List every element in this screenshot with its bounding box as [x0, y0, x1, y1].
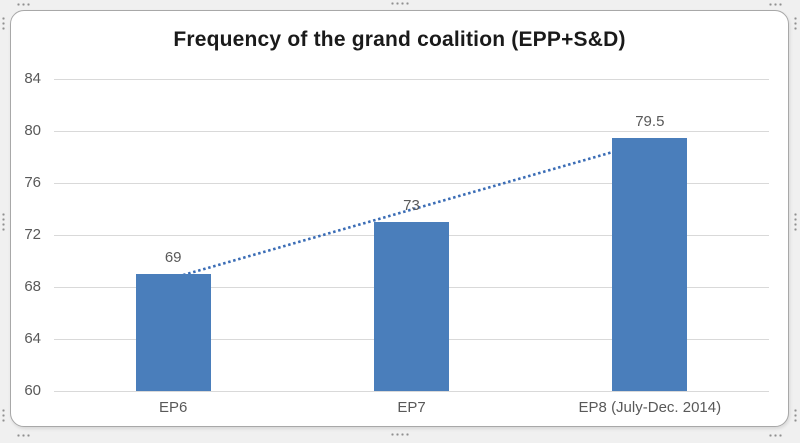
y-axis-tick-label: 80 [24, 122, 41, 139]
resize-handle-bottom-right[interactable] [768, 434, 783, 437]
bar-value-label: 79.5 [635, 112, 665, 130]
chart-object[interactable]: Frequency of the grand coalition (EPP+S&… [10, 10, 789, 427]
bar-ep8[interactable] [612, 137, 688, 391]
resize-handle-bottom[interactable] [390, 433, 410, 436]
chart-title: Frequency of the grand coalition (EPP+S&… [173, 28, 626, 51]
plot-area: 69 EP6 73 EP7 79.5 EP8 (July-Dec. 2014) [54, 79, 769, 416]
resize-handle-corner-dots-br[interactable] [794, 408, 797, 423]
gridline [54, 183, 769, 184]
bar-ep7[interactable] [374, 222, 449, 391]
x-axis-category-label: EP7 [397, 399, 426, 416]
resize-handle-top-right[interactable] [768, 3, 783, 6]
x-axis-category-label: EP6 [158, 399, 188, 416]
y-axis-tick-label: 76 [24, 174, 41, 191]
trendline-layer [172, 140, 651, 280]
y-axis-tick-label: 84 [24, 70, 41, 87]
y-axis-tick-label: 68 [24, 278, 41, 295]
resize-handle-bottom-left[interactable] [16, 434, 31, 437]
bar-value-label: 69 [164, 249, 182, 266]
resize-handle-top-left[interactable] [16, 3, 31, 6]
resize-handle-left[interactable] [2, 212, 5, 232]
resize-handle-corner-dots-bl[interactable] [2, 408, 5, 423]
bar-ep6[interactable] [135, 274, 211, 391]
gridline [54, 79, 769, 80]
gridline [54, 391, 769, 392]
y-axis-tick-label: 64 [24, 330, 41, 347]
resize-handle-right[interactable] [794, 212, 797, 232]
resize-handle-corner-dots-tl[interactable] [2, 16, 5, 31]
x-axis-category-label: EP8 (July-Dec. 2014) [578, 399, 722, 416]
y-axis-tick-label: 60 [24, 382, 41, 399]
gridline [54, 131, 769, 132]
resize-handle-top[interactable] [390, 2, 410, 5]
bar-value-label: 73 [403, 197, 420, 214]
y-axis-tick-label: 72 [24, 226, 41, 243]
trendline[interactable] [172, 140, 651, 280]
resize-handle-corner-dots-tr[interactable] [794, 16, 797, 31]
